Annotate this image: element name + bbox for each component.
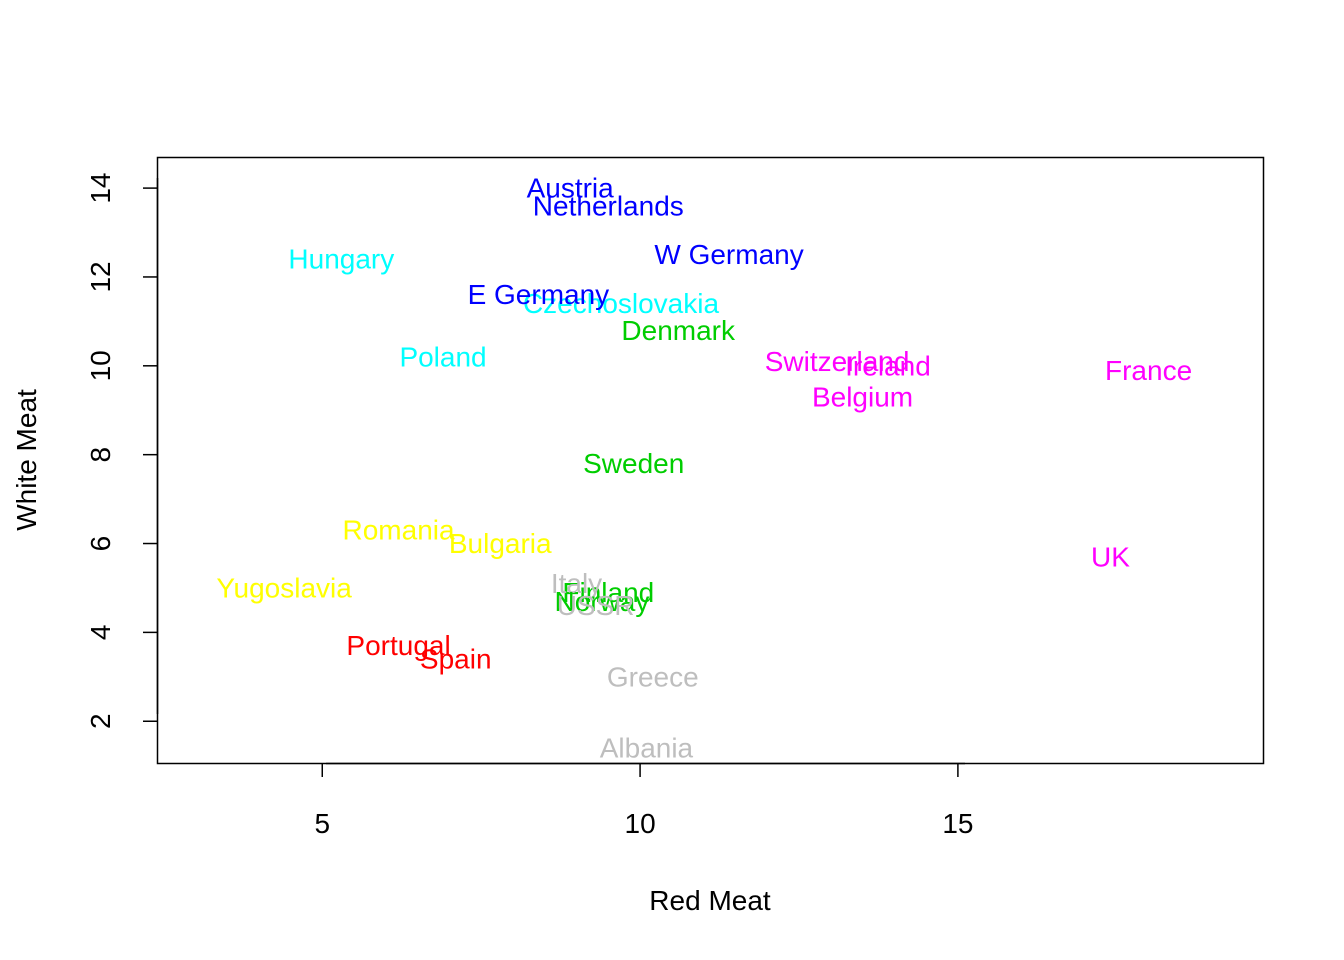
y-axis-label: White Meat: [11, 389, 42, 531]
point-label: Albania: [600, 732, 694, 763]
point-label: Hungary: [288, 244, 394, 275]
point-label: Italy: [551, 568, 602, 599]
x-tick-label: 5: [314, 808, 330, 839]
point-label: Portugal: [346, 630, 450, 661]
point-label: Poland: [399, 341, 486, 372]
y-tick-label: 12: [85, 261, 116, 292]
point-label: Sweden: [583, 448, 684, 479]
point-label: Yugoslavia: [216, 572, 352, 603]
point-label: Switzerland: [765, 346, 910, 377]
y-tick-label: 6: [85, 536, 116, 552]
x-tick-label: 10: [625, 808, 656, 839]
point-label: Romania: [343, 515, 455, 546]
point-label: Austria: [527, 173, 615, 204]
point-label: Bulgaria: [449, 528, 552, 559]
y-tick-label: 8: [85, 447, 116, 463]
y-tick-label: 4: [85, 625, 116, 641]
y-tick-label: 10: [85, 350, 116, 381]
point-label: Norway: [554, 586, 649, 617]
point-label: Finland: [562, 577, 654, 608]
x-tick-label: 15: [942, 808, 973, 839]
y-tick-label: 14: [85, 173, 116, 204]
point-label: Denmark: [621, 315, 736, 346]
point-label: Czechoslovakia: [523, 288, 720, 319]
point-label: Spain: [420, 644, 492, 675]
y-tick-label: 2: [85, 713, 116, 729]
point-label: E Germany: [468, 279, 610, 310]
x-axis: 5 10 15: [314, 762, 973, 839]
point-label: USSR: [557, 590, 635, 621]
point-label: W Germany: [654, 239, 803, 270]
y-axis: 2 4 6 8 10 12 14: [85, 173, 159, 729]
point-label: Netherlands: [533, 190, 684, 221]
point-label: France: [1105, 355, 1192, 386]
point-label: UK: [1091, 541, 1130, 572]
point-labels: Albania Austria Belgium Bulgaria Czechoslova…: [216, 173, 1192, 764]
x-axis-label: Red Meat: [649, 885, 771, 916]
point-label: Belgium: [812, 381, 913, 412]
point-label: Greece: [607, 661, 699, 692]
point-label: Ireland: [845, 350, 931, 381]
